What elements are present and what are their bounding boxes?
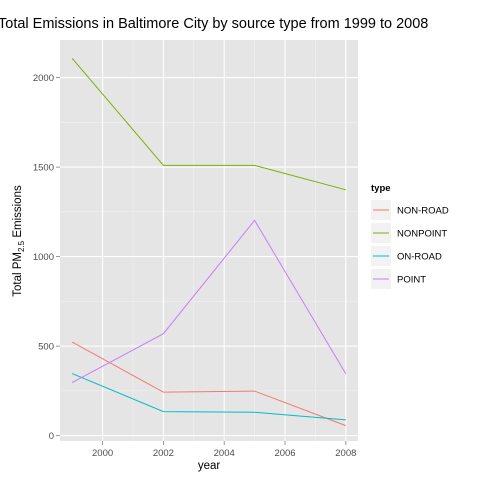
x-axis-title: year	[198, 460, 221, 472]
y-axis-title-subscript: 2.5	[17, 240, 26, 252]
y-axis: 0 500 1000 1500 2000	[33, 73, 60, 442]
legend-item-non-road: NON-ROAD	[371, 200, 449, 220]
series-lines	[71, 58, 347, 427]
x-tick-label: 2006	[274, 448, 295, 459]
x-tick-label: 2002	[153, 448, 174, 459]
x-tick-label: 2000	[92, 448, 113, 459]
legend-label: NON-ROAD	[397, 206, 449, 217]
y-tick-label: 1000	[33, 252, 54, 263]
y-axis-title-prefix: Total PM	[12, 252, 24, 297]
legend-label: POINT	[397, 275, 426, 286]
plot-panel	[60, 40, 358, 441]
legend-title: type	[371, 183, 391, 194]
legend-item-nonpoint: NONPOINT	[371, 223, 447, 243]
minor-gridlines	[60, 40, 358, 441]
legend-label: NONPOINT	[397, 229, 447, 240]
y-tick-label: 500	[38, 342, 54, 353]
series-line-on-road	[71, 373, 346, 421]
major-gridlines	[60, 40, 358, 441]
series-line-non-road	[71, 341, 347, 427]
chart-title: Total Emissions in Baltimore City by sou…	[0, 16, 428, 32]
y-tick-label: 0	[49, 431, 54, 442]
y-tick-label: 1500	[33, 163, 54, 174]
x-tick-label: 2008	[335, 448, 356, 459]
y-axis-title-suffix: Emissions	[12, 185, 24, 241]
x-tick-label: 2004	[214, 448, 235, 459]
series-line-point	[71, 219, 347, 383]
y-tick-label: 2000	[33, 73, 54, 84]
legend: type NON-ROAD NONPOINT ON-ROAD POINT	[371, 183, 449, 289]
legend-item-point: POINT	[371, 269, 426, 289]
legend-items: NON-ROAD NONPOINT ON-ROAD POINT	[371, 200, 449, 289]
legend-label: ON-ROAD	[397, 252, 442, 263]
legend-item-on-road: ON-ROAD	[371, 246, 442, 266]
y-axis-title: Total PM2.5 Emissions	[12, 185, 26, 297]
series-line-nonpoint	[71, 58, 346, 191]
x-axis: 2000 2002 2004 2006 2008	[92, 441, 356, 459]
